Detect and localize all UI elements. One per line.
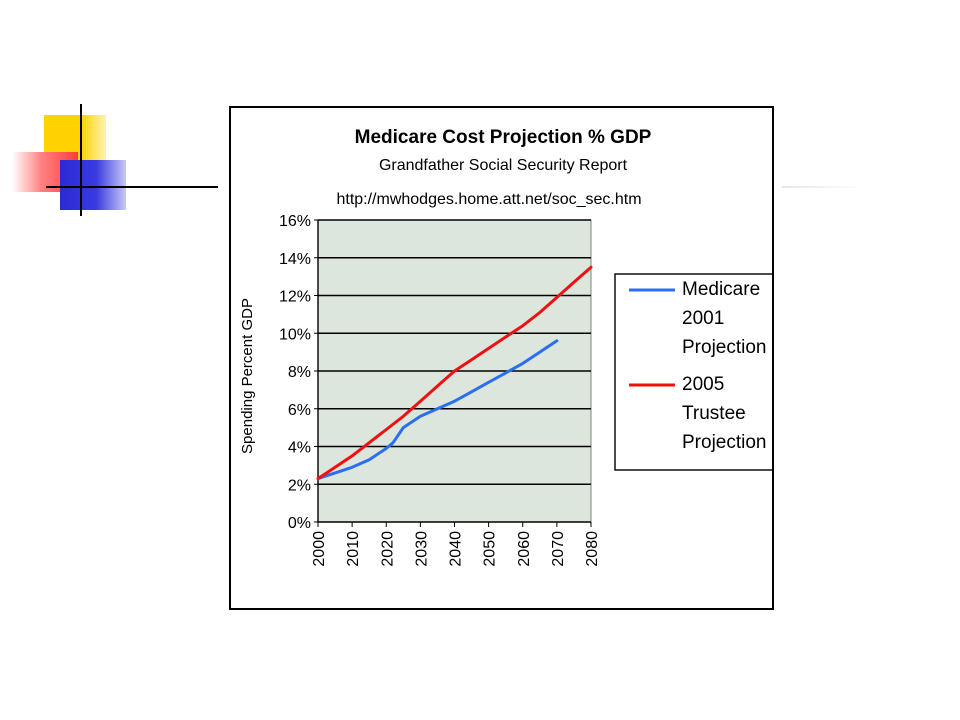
data-point bbox=[402, 427, 404, 429]
legend-label: 2005 bbox=[682, 374, 724, 395]
data-point bbox=[556, 340, 558, 342]
data-point bbox=[436, 408, 439, 410]
data-point bbox=[556, 296, 558, 298]
data-point bbox=[368, 459, 370, 461]
y-tick-label: 4% bbox=[288, 440, 311, 457]
data-point bbox=[419, 400, 421, 402]
chart-frame: Medicare Cost Projection % GDP Grandfath… bbox=[229, 106, 774, 610]
data-point bbox=[351, 466, 353, 468]
y-tick-label: 14% bbox=[279, 251, 311, 268]
data-point bbox=[351, 455, 353, 457]
y-tick-label: 2% bbox=[288, 477, 311, 494]
data-point bbox=[368, 442, 370, 444]
data-point bbox=[505, 372, 507, 374]
data-point bbox=[522, 362, 524, 365]
legend-box bbox=[614, 273, 772, 471]
data-point bbox=[385, 428, 387, 431]
x-tick-label: 2050 bbox=[482, 531, 499, 567]
chart: Medicare Cost Projection % GDP Grandfath… bbox=[239, 127, 772, 567]
legend-label: Projection bbox=[682, 337, 767, 358]
x-tick-label: 2020 bbox=[379, 531, 396, 567]
y-tick-label: 0% bbox=[288, 515, 311, 532]
y-axis-label: Spending Percent GDP bbox=[239, 298, 256, 454]
data-point bbox=[573, 281, 575, 283]
data-point bbox=[488, 381, 490, 383]
data-point bbox=[590, 266, 592, 268]
x-tick-label: 2040 bbox=[448, 531, 465, 567]
legend-label: 2001 bbox=[682, 308, 724, 329]
x-tick-label: 2030 bbox=[413, 531, 430, 567]
chart-subtitle: Grandfather Social Security Report bbox=[379, 157, 628, 174]
data-point bbox=[402, 415, 404, 417]
decorative-horizontal-line bbox=[46, 186, 218, 188]
data-point bbox=[470, 391, 473, 393]
y-tick-label: 8% bbox=[288, 364, 311, 381]
data-point bbox=[334, 472, 336, 474]
data-point bbox=[453, 400, 456, 402]
data-point bbox=[470, 359, 473, 361]
chart-title: Medicare Cost Projection % GDP bbox=[355, 127, 652, 148]
chart-source-url: http://mwhodges.home.att.net/soc_sec.htm bbox=[336, 191, 641, 208]
x-tick-label: 2070 bbox=[550, 531, 567, 567]
data-point bbox=[317, 477, 319, 480]
series-line-1 bbox=[316, 339, 559, 481]
data-point bbox=[539, 351, 541, 353]
x-tick-label: 2080 bbox=[584, 531, 601, 567]
x-tick-label: 2000 bbox=[311, 531, 328, 567]
legend-label: Trustee bbox=[682, 403, 746, 424]
x-tick-label: 2010 bbox=[345, 531, 362, 567]
data-point bbox=[334, 466, 336, 468]
y-tick-label: 6% bbox=[288, 402, 311, 419]
data-point bbox=[385, 447, 387, 449]
x-tick-label: 2060 bbox=[516, 531, 533, 567]
y-tick-label: 12% bbox=[279, 289, 311, 306]
data-point bbox=[392, 442, 394, 444]
decorative-horizontal-line-fade bbox=[782, 186, 866, 188]
data-point bbox=[505, 336, 507, 338]
legend-label: Medicare bbox=[682, 279, 760, 300]
data-point bbox=[419, 415, 421, 417]
data-point bbox=[453, 370, 456, 372]
y-tick-label: 10% bbox=[279, 326, 311, 343]
data-point bbox=[522, 325, 524, 327]
decorative-vertical-line bbox=[80, 104, 82, 216]
data-point bbox=[539, 311, 541, 314]
data-point bbox=[436, 385, 439, 387]
y-tick-label: 16% bbox=[279, 213, 311, 230]
legend-label: Projection bbox=[682, 432, 767, 453]
data-point bbox=[488, 347, 490, 349]
decorative-blue-square bbox=[60, 160, 126, 210]
